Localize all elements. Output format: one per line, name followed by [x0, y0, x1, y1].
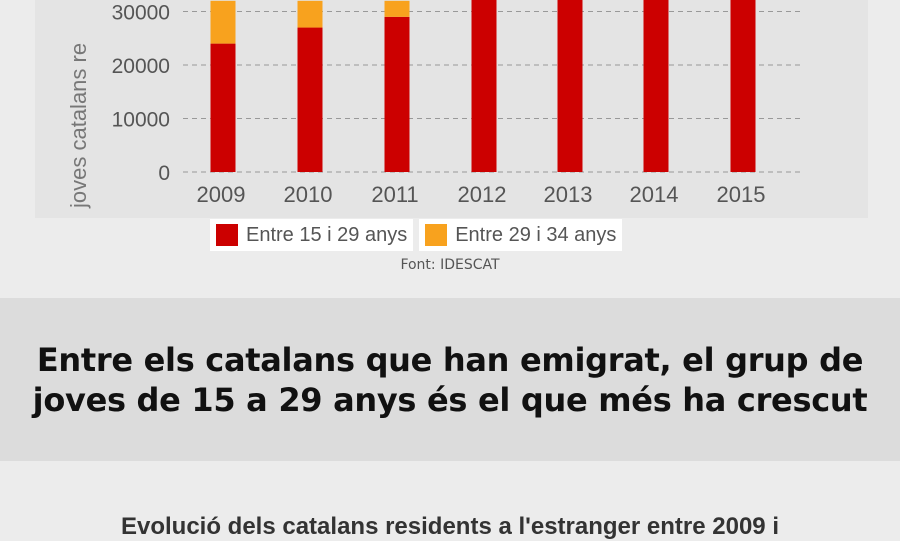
- legend-swatch-15-29: [216, 224, 238, 246]
- stacked-bar-chart: 0 10000 20000 30000 2009 2010 2011 2012 2013 2014…: [66, 0, 800, 209]
- legend-item-15-29[interactable]: Entre 15 i 29 anys: [210, 219, 414, 251]
- x-tick-label-2014: 2014: [630, 182, 679, 207]
- x-tick-label-2011: 2011: [371, 182, 418, 207]
- x-tick-label-2013: 2013: [544, 182, 593, 207]
- headline: Entre els catalans que han emigrat, el g…: [0, 340, 900, 420]
- bar-2012-15-29: [471, 0, 497, 172]
- legend-swatch-29-34: [425, 224, 448, 246]
- legend-item-29-34[interactable]: Entre 29 i 34 anys: [419, 219, 623, 251]
- legend: Entre 15 i 29 anys Entre 29 i 34 anys: [210, 219, 623, 251]
- y-tick-label-30000: 30000: [112, 2, 170, 25]
- legend-label-29-34: Entre 29 i 34 anys: [455, 223, 617, 246]
- bar-2009-29-34: [210, 0, 236, 44]
- y-tick-label-20000: 20000: [112, 55, 170, 78]
- bar-2010-29-34: [297, 0, 323, 28]
- plot-area: [35, 0, 868, 218]
- headline-line-1: Entre els catalans que han emigrat, el g…: [36, 341, 864, 379]
- x-tick-label-2009: 2009: [197, 182, 246, 207]
- bar-2014-15-29: [643, 0, 669, 172]
- bar-2013-15-29: [557, 0, 583, 172]
- x-tick-label-2010: 2010: [284, 182, 333, 207]
- bar-2010-15-29: [297, 27, 323, 172]
- chart-subtitle: Evolució dels catalans residents a l'est…: [120, 513, 779, 540]
- headline-line-2: joves de 15 a 29 anys és el que més ha c…: [32, 381, 868, 419]
- bar-2015-15-29: [730, 0, 756, 172]
- x-tick-label-2015: 2015: [717, 182, 766, 207]
- y-tick-label-10000: 10000: [112, 109, 170, 132]
- bar-2009-15-29: [210, 43, 236, 172]
- legend-label-15-29: Entre 15 i 29 anys: [246, 223, 408, 246]
- source-note: Font: IDESCAT: [400, 257, 500, 273]
- y-tick-label-0: 0: [158, 162, 170, 185]
- y-axis-label: joves catalans re: [66, 43, 91, 209]
- bar-2011-29-34: [384, 0, 410, 17]
- headline-band: [0, 298, 900, 461]
- bar-2011-15-29: [384, 16, 410, 172]
- chart-panel: 0 10000 20000 30000 2009 2010 2011 2012 2013 2014…: [35, 0, 868, 273]
- x-tick-label-2012: 2012: [458, 182, 507, 207]
